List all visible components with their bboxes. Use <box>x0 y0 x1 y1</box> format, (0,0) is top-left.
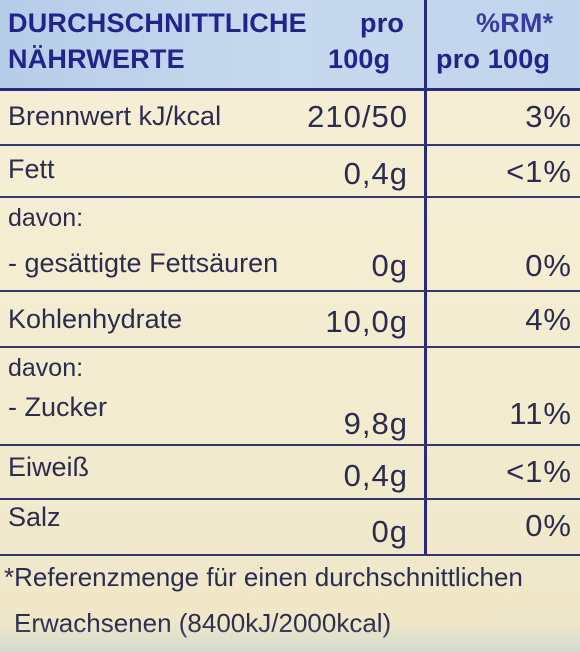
header-title-line1: DURCHSCHNITTLICHE <box>8 8 307 38</box>
row-amount: 9,8g <box>343 406 408 441</box>
row-amount: 10,0g <box>325 304 408 339</box>
header-per-line1: pro <box>360 8 405 38</box>
row-amount: 0g <box>371 248 408 283</box>
row-name: Fett <box>8 154 55 184</box>
row-name: Salz <box>8 502 61 532</box>
row-rm: 4% <box>525 302 572 337</box>
table-row: Eiweiß 0,4g <1% <box>0 446 580 500</box>
table-row: Fett 0,4g <1% <box>0 146 580 198</box>
header-rm-line1: %RM* <box>476 8 554 38</box>
table-row: Kohlenhydrate 10,0g 4% <box>0 292 580 348</box>
footnote-line1: *Referenzmenge für einen durchschnittlic… <box>4 562 523 592</box>
row-rm: 11% <box>509 396 572 431</box>
row-name: Kohlenhydrate <box>8 304 183 334</box>
header-title-line2: NÄHRWERTE <box>8 44 185 74</box>
package-edge <box>0 622 580 652</box>
table-row: davon: - gesättigte Fettsäuren 0g 0% <box>0 198 580 292</box>
footnote-line2: Erwachsenen (8400kJ/2000kcal) <box>14 608 391 639</box>
row-name: Eiweiß <box>8 452 90 482</box>
row-amount: 210/50 <box>307 99 408 134</box>
table-row: Salz 0g 0% <box>0 500 580 556</box>
row-rm: <1% <box>506 154 572 189</box>
column-divider <box>424 0 427 556</box>
table-row: davon: - Zucker 9,8g 11% <box>0 348 580 446</box>
row-rm: <1% <box>506 454 572 489</box>
row-rm: 0% <box>525 508 572 543</box>
row-amount: 0g <box>371 514 408 549</box>
row-name: - gesättigte Fettsäuren <box>8 248 279 278</box>
row-prefix: davon: <box>8 354 84 382</box>
table-row: Brennwert kJ/kcal 210/50 3% <box>0 91 580 146</box>
row-prefix: davon: <box>8 204 84 232</box>
row-amount: 0,4g <box>343 458 408 493</box>
row-rm: 3% <box>525 99 572 134</box>
table-header: DURCHSCHNITTLICHE NÄHRWERTE pro 100g %RM… <box>0 0 580 91</box>
header-rm-line2: pro 100g <box>436 44 551 74</box>
row-amount: 0,4g <box>343 156 408 191</box>
row-name: Brennwert kJ/kcal <box>8 101 222 131</box>
row-name: - Zucker <box>8 392 108 422</box>
header-per-line2: 100g <box>328 44 391 74</box>
row-rm: 0% <box>525 248 572 283</box>
